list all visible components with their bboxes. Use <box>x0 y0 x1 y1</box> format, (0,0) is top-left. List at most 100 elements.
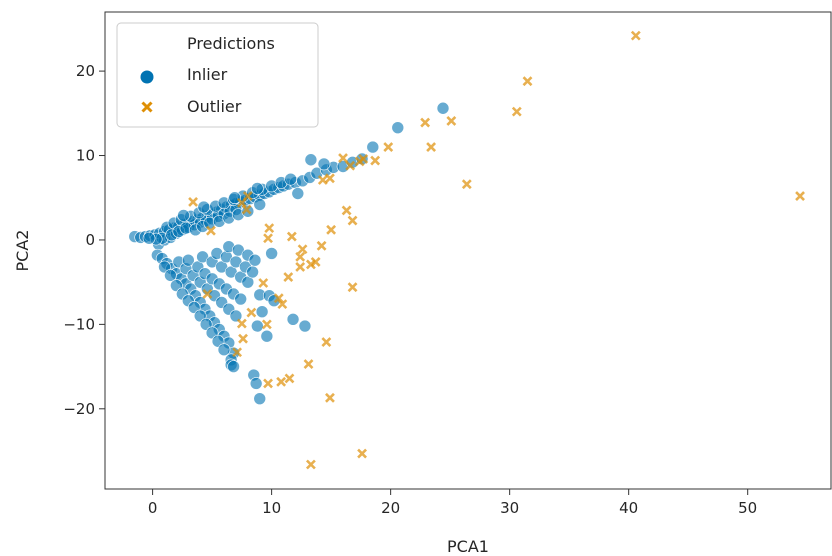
point-outlier <box>277 299 288 310</box>
point-inlier <box>317 157 331 171</box>
y-tick-label: 20 <box>76 62 95 80</box>
x-tick-label: 50 <box>738 499 757 517</box>
point-outlier <box>347 215 358 226</box>
legend-label-inlier: Inlier <box>187 65 228 84</box>
point-inlier <box>260 329 274 343</box>
point-inlier <box>286 313 300 326</box>
point-outlier <box>325 392 335 403</box>
legend-box <box>116 22 319 128</box>
x-tick-label: 40 <box>619 499 638 517</box>
point-outlier <box>310 256 321 267</box>
point-inlier <box>246 265 259 279</box>
point-outlier <box>236 318 247 329</box>
point-outlier <box>420 117 431 128</box>
point-outlier <box>276 376 287 387</box>
point-outlier <box>284 373 295 384</box>
point-outlier <box>246 307 257 318</box>
point-outlier <box>345 160 356 171</box>
x-axis-label: PCA1 <box>447 537 489 556</box>
x-tick-label: 0 <box>148 499 158 517</box>
point-outlier <box>522 76 533 87</box>
point-outlier <box>297 244 308 255</box>
point-inlier <box>249 377 263 390</box>
y-tick-label: 0 <box>85 231 95 249</box>
point-outlier <box>630 30 641 41</box>
point-outlier <box>511 106 522 117</box>
point-inlier <box>291 187 305 200</box>
point-inlier <box>248 253 262 267</box>
x-tick-label: 10 <box>262 499 281 517</box>
point-inlier <box>304 153 318 167</box>
point-outlier <box>426 142 437 152</box>
point-inlier <box>265 247 278 260</box>
point-inlier <box>228 191 242 205</box>
legend-marker-inlier <box>140 70 154 84</box>
point-inlier <box>284 172 297 186</box>
point-inlier <box>227 360 240 373</box>
point-outlier <box>238 333 248 344</box>
point-outlier <box>295 251 306 262</box>
point-inlier <box>234 292 247 306</box>
point-outlier <box>326 224 337 235</box>
point-inlier <box>241 275 255 289</box>
point-outlier <box>338 153 348 163</box>
x-tick-label: 30 <box>500 499 519 517</box>
point-inlier <box>253 198 267 211</box>
y-tick-label: 10 <box>76 147 95 165</box>
point-outlier <box>303 359 314 369</box>
point-outlier <box>283 272 294 283</box>
point-outlier <box>321 337 332 348</box>
point-outlier <box>295 262 306 272</box>
legend-marker-outlier <box>141 101 153 113</box>
point-outlier <box>188 197 198 207</box>
point-outlier <box>461 179 472 190</box>
point-inlier <box>251 319 264 333</box>
point-outlier <box>258 278 269 288</box>
point-outlier <box>232 347 243 358</box>
point-inlier <box>253 392 267 405</box>
point-outlier <box>305 259 316 270</box>
point-inlier <box>366 140 380 154</box>
point-outlier <box>341 205 352 216</box>
point-outlier <box>370 155 381 166</box>
point-outlier <box>305 459 316 470</box>
point-inlier <box>298 319 312 333</box>
point-outlier <box>317 175 328 185</box>
point-outlier <box>264 223 275 234</box>
point-outlier <box>316 240 327 251</box>
ticks-layer: 0 10 20 30 40 50 −20 −10 0 10 20 <box>63 62 757 517</box>
plot-frame <box>104 11 832 490</box>
points-layer <box>128 30 805 470</box>
point-outlier <box>261 319 272 330</box>
point-inlier <box>436 101 450 115</box>
point-outlier <box>347 282 358 293</box>
point-inlier <box>142 231 156 245</box>
point-outlier <box>206 225 216 236</box>
y-axis-label: PCA2 <box>13 230 32 272</box>
x-tick-label: 20 <box>381 499 400 517</box>
legend-label-outlier: Outlier <box>187 97 242 116</box>
point-outlier <box>357 448 367 459</box>
legend: Predictions Inlier Outlier <box>116 22 319 128</box>
point-outlier <box>236 197 247 208</box>
point-inlier <box>255 305 269 319</box>
point-outlier <box>273 293 284 304</box>
point-outlier <box>383 142 394 152</box>
point-outlier <box>286 231 297 242</box>
point-inlier <box>391 121 405 134</box>
point-outlier <box>202 289 213 299</box>
point-outlier <box>263 378 273 389</box>
point-inlier <box>164 269 177 282</box>
point-inlier <box>251 182 264 195</box>
y-tick-label: −10 <box>63 315 95 333</box>
point-outlier <box>795 191 805 201</box>
point-inlier <box>177 209 190 222</box>
point-outlier <box>325 173 335 184</box>
legend-title: Predictions <box>187 34 275 53</box>
point-outlier <box>263 233 273 244</box>
point-inlier <box>197 200 211 214</box>
point-outlier <box>446 115 457 126</box>
point-outlier <box>354 156 365 167</box>
point-outlier <box>241 204 252 215</box>
